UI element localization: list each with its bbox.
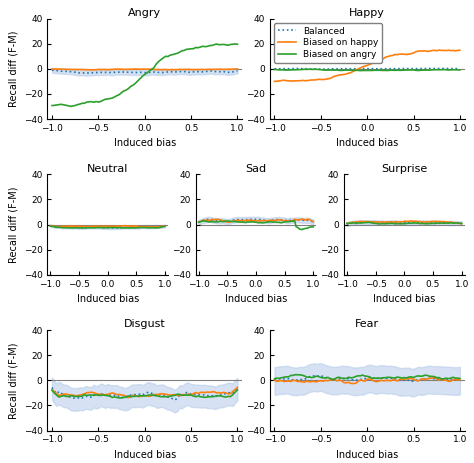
X-axis label: Induced bias: Induced bias bbox=[76, 294, 139, 304]
Y-axis label: Recall diff (F-M): Recall diff (F-M) bbox=[8, 342, 18, 419]
Title: Surprise: Surprise bbox=[381, 163, 428, 174]
Title: Neutral: Neutral bbox=[87, 163, 128, 174]
Legend: Balanced, Biased on happy, Biased on angry: Balanced, Biased on happy, Biased on ang… bbox=[274, 23, 382, 63]
X-axis label: Induced bias: Induced bias bbox=[373, 294, 436, 304]
Y-axis label: Recall diff (F-M): Recall diff (F-M) bbox=[8, 186, 18, 263]
Title: Sad: Sad bbox=[246, 163, 266, 174]
X-axis label: Induced bias: Induced bias bbox=[114, 450, 176, 460]
X-axis label: Induced bias: Induced bias bbox=[114, 138, 176, 149]
Title: Happy: Happy bbox=[349, 8, 385, 18]
X-axis label: Induced bias: Induced bias bbox=[336, 450, 398, 460]
Title: Disgust: Disgust bbox=[124, 319, 165, 329]
X-axis label: Induced bias: Induced bias bbox=[336, 138, 398, 149]
Title: Fear: Fear bbox=[355, 319, 379, 329]
Title: Angry: Angry bbox=[128, 8, 161, 18]
Y-axis label: Recall diff (F-M): Recall diff (F-M) bbox=[8, 31, 18, 107]
X-axis label: Induced bias: Induced bias bbox=[225, 294, 287, 304]
